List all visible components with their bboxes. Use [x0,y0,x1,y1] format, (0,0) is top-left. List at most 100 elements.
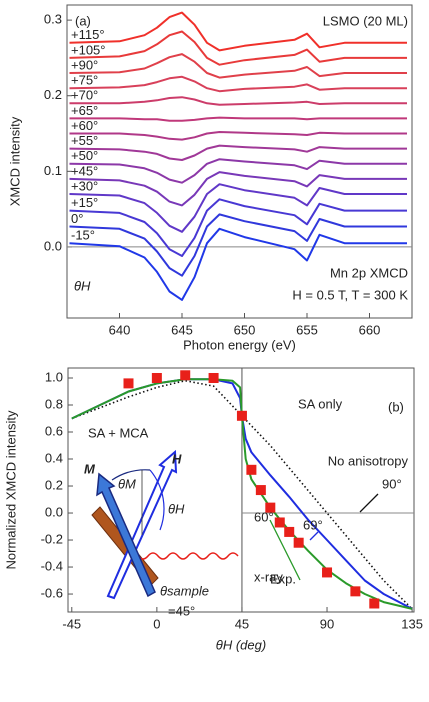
annotation: LSMO (20 ML) [323,13,408,28]
y-tick-label: 0.1 [44,163,62,178]
theta-m-arc [111,469,151,481]
arrow-60 [269,519,301,581]
y-tick-label: 0.6 [45,423,63,438]
data-point [180,370,191,381]
x-tick-label: 655 [296,322,318,337]
series-label: +55° [71,133,98,148]
annotation: (a) [75,13,91,28]
data-line [69,227,407,301]
series-label: +15° [71,195,98,210]
annotation: θH [74,278,91,293]
series-label: +30° [71,178,98,193]
data-line [69,144,407,161]
x-tick-label: 650 [234,322,256,337]
y-tick-label: 0.4 [45,450,63,465]
data-point [265,502,276,513]
series-label: +105° [71,42,105,57]
schematic [91,449,379,600]
x-tick-label: 135 [401,616,423,631]
annotation: M [84,461,96,476]
series-label: +60° [71,118,98,133]
data-point [274,517,285,528]
series-label: -15° [71,228,95,243]
plot-frame [66,4,413,319]
data-point [255,485,266,496]
data-line [71,379,413,610]
x-tick-label: 640 [109,322,131,337]
series-label: SA only [298,396,343,411]
data-line [69,171,407,207]
y-tick-label: -0.6 [41,585,63,600]
data-point [123,378,134,389]
data-point [151,372,162,383]
data-line [69,198,407,257]
annotation: 69° [303,517,323,532]
annotation: (b) [388,399,404,414]
x-tick-label: -45 [62,616,81,631]
annotation: 90° [382,476,402,491]
data-line [71,378,413,610]
series-label: SA + MCA [88,425,149,440]
series-label: Exp. [270,571,296,586]
data-line [69,131,407,141]
data-line [69,75,407,93]
series-label: +50° [71,148,98,163]
series-label: +45° [71,163,98,178]
x-tick-label: 645 [171,322,193,337]
data-line [69,96,407,106]
data-point [369,598,380,609]
annotation: θsample [160,583,209,598]
data-point [284,526,295,537]
data-point [236,410,247,421]
y-tick-label: -0.4 [41,558,63,573]
x-tick-label: 660 [359,322,381,337]
data-point [322,567,333,578]
plot-frame [67,367,415,613]
x-axis-label: Photon energy (eV) [183,337,296,352]
x-axis-label: θH (deg) [216,637,266,652]
x-tick-label: 90 [320,616,334,631]
arrow-90 [359,493,379,513]
data-line [69,116,407,122]
y-tick-label: 0.3 [44,12,62,27]
arrow-69 [309,531,319,541]
y-tick-label: 0.0 [45,504,63,519]
annotation: Mn 2p XMCD [330,265,408,280]
y-tick-label: 1.0 [45,369,63,384]
y-tick-label: -0.2 [41,531,63,546]
y-tick-label: 0.2 [44,87,62,102]
data-line [69,11,407,52]
y-tick-label: 0.0 [44,238,62,253]
annotation: H [172,451,182,466]
series-label: 0° [71,211,83,226]
annotation: 60° [254,509,274,524]
data-point [350,586,361,597]
data-point [208,372,219,383]
annotation: H = 0.5 T, T = 300 K [292,287,408,302]
theta-h-arc [149,469,165,531]
annotation: θH [168,501,185,516]
m-arrow [96,472,156,598]
x-tick-label: 45 [235,616,249,631]
y-axis-label: XMCD intensity [7,116,22,206]
data-point [246,464,257,475]
y-axis-label: Normalized XMCD intensity [3,410,18,569]
data-line [69,30,407,66]
data-line [69,53,407,79]
series-label: +115° [71,27,105,42]
series-label: +90° [71,57,98,72]
data-line [69,183,407,233]
series-label: +70° [71,88,98,103]
annotation: θM [118,476,136,491]
x-ray-wave [127,552,239,560]
data-point [293,537,304,548]
x-tick-label: 0 [153,616,160,631]
series-label: No anisotropy [328,453,409,468]
y-tick-label: 0.2 [45,477,63,492]
series-label: +75° [71,73,98,88]
annotation: =45° [168,603,195,618]
data-line [69,158,407,184]
series-label: +65° [71,103,98,118]
data-line [69,213,407,277]
